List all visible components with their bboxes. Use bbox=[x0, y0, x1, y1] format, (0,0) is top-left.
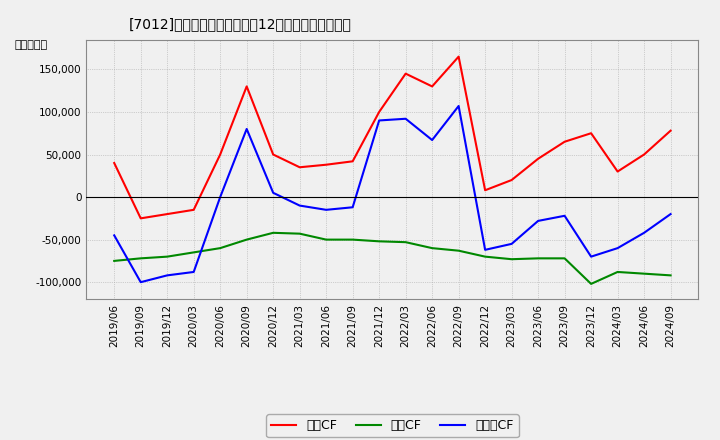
営業CF bbox=[666, 128, 675, 133]
営業CF bbox=[269, 152, 277, 157]
投資CF bbox=[428, 246, 436, 251]
営業CF bbox=[295, 165, 304, 170]
Text: [7012]　キャッシュフローの12か月移動合計の推移: [7012] キャッシュフローの12か月移動合計の推移 bbox=[130, 18, 352, 32]
フリーCF bbox=[587, 254, 595, 259]
営業CF bbox=[481, 187, 490, 193]
営業CF bbox=[587, 131, 595, 136]
フリーCF bbox=[666, 212, 675, 217]
営業CF bbox=[348, 159, 357, 164]
営業CF bbox=[136, 216, 145, 221]
営業CF bbox=[640, 152, 649, 157]
フリーCF bbox=[508, 241, 516, 246]
営業CF bbox=[243, 84, 251, 89]
営業CF bbox=[216, 152, 225, 157]
フリーCF bbox=[269, 190, 277, 195]
投資CF bbox=[216, 246, 225, 251]
投資CF bbox=[454, 248, 463, 253]
営業CF bbox=[534, 156, 542, 161]
フリーCF bbox=[454, 103, 463, 109]
投資CF bbox=[481, 254, 490, 259]
Line: 投資CF: 投資CF bbox=[114, 233, 670, 284]
営業CF bbox=[428, 84, 436, 89]
フリーCF bbox=[481, 247, 490, 253]
フリーCF bbox=[560, 213, 569, 218]
Legend: 営業CF, 投資CF, フリーCF: 営業CF, 投資CF, フリーCF bbox=[266, 414, 518, 437]
Y-axis label: （百万円）: （百万円） bbox=[14, 40, 48, 50]
フリーCF bbox=[322, 207, 330, 213]
フリーCF bbox=[348, 205, 357, 210]
投資CF bbox=[508, 257, 516, 262]
営業CF bbox=[163, 212, 171, 217]
フリーCF bbox=[428, 137, 436, 143]
Line: 営業CF: 営業CF bbox=[114, 57, 670, 218]
営業CF bbox=[189, 207, 198, 213]
投資CF bbox=[295, 231, 304, 236]
投資CF bbox=[666, 273, 675, 278]
営業CF bbox=[508, 177, 516, 183]
投資CF bbox=[269, 230, 277, 235]
フリーCF bbox=[375, 118, 384, 123]
フリーCF bbox=[613, 246, 622, 251]
フリーCF bbox=[295, 203, 304, 208]
投資CF bbox=[110, 258, 119, 264]
投資CF bbox=[322, 237, 330, 242]
投資CF bbox=[163, 254, 171, 259]
投資CF bbox=[587, 281, 595, 286]
営業CF bbox=[110, 160, 119, 165]
フリーCF bbox=[136, 279, 145, 285]
営業CF bbox=[454, 54, 463, 59]
フリーCF bbox=[110, 233, 119, 238]
投資CF bbox=[534, 256, 542, 261]
フリーCF bbox=[163, 273, 171, 278]
営業CF bbox=[613, 169, 622, 174]
フリーCF bbox=[401, 116, 410, 121]
投資CF bbox=[401, 239, 410, 245]
投資CF bbox=[560, 256, 569, 261]
Line: フリーCF: フリーCF bbox=[114, 106, 670, 282]
営業CF bbox=[322, 162, 330, 167]
投資CF bbox=[243, 237, 251, 242]
投資CF bbox=[375, 238, 384, 244]
投資CF bbox=[136, 256, 145, 261]
営業CF bbox=[401, 71, 410, 76]
投資CF bbox=[189, 250, 198, 255]
投資CF bbox=[640, 271, 649, 276]
フリーCF bbox=[534, 218, 542, 224]
フリーCF bbox=[640, 230, 649, 235]
営業CF bbox=[375, 109, 384, 114]
営業CF bbox=[560, 139, 569, 144]
投資CF bbox=[613, 269, 622, 275]
投資CF bbox=[348, 237, 357, 242]
フリーCF bbox=[216, 194, 225, 200]
フリーCF bbox=[243, 126, 251, 132]
フリーCF bbox=[189, 269, 198, 275]
